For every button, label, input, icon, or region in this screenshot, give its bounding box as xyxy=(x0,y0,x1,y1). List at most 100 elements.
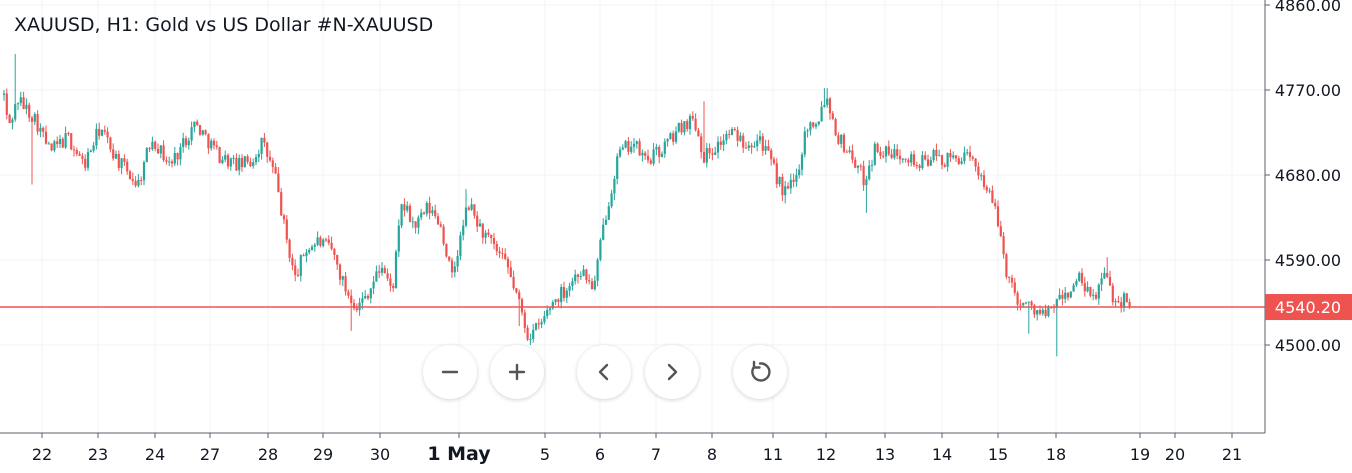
candle-down xyxy=(246,156,249,162)
candle-up xyxy=(618,149,622,157)
candle-down xyxy=(319,237,322,246)
candle-down xyxy=(1044,309,1047,317)
candle-down xyxy=(389,278,392,286)
candle-down xyxy=(971,156,974,159)
candle-up xyxy=(764,146,767,151)
candle-down xyxy=(81,155,84,159)
zoom-in-button[interactable] xyxy=(490,345,544,399)
candle-down xyxy=(448,256,451,261)
candle-up xyxy=(910,154,913,163)
candle-down xyxy=(439,224,442,227)
candle-down xyxy=(585,269,588,281)
candle-down xyxy=(436,216,440,225)
candle-up xyxy=(173,152,176,164)
scroll-right-button[interactable] xyxy=(645,345,699,399)
x-tick-label: 28 xyxy=(258,445,278,464)
candle-up xyxy=(963,152,966,162)
candle-down xyxy=(344,276,347,292)
chevron-right-icon xyxy=(667,363,678,381)
candle-up xyxy=(809,122,812,131)
candle-up xyxy=(364,295,367,299)
candle-up xyxy=(624,141,627,148)
candle-up xyxy=(456,256,459,267)
candle-down xyxy=(170,161,174,164)
candle-down xyxy=(476,215,479,227)
candle-up xyxy=(616,156,619,179)
candle-down xyxy=(943,164,946,167)
candle-up xyxy=(187,140,190,146)
candle-down xyxy=(285,219,288,240)
candle-up xyxy=(310,246,314,251)
candle-up xyxy=(621,147,624,150)
candle-up xyxy=(159,145,162,154)
reset-chart-button[interactable] xyxy=(733,345,787,399)
candle-down xyxy=(775,163,778,185)
candle-down xyxy=(366,295,370,299)
candle-up xyxy=(411,221,414,223)
candle-down xyxy=(649,160,652,164)
x-tick-label: 22 xyxy=(32,445,52,464)
candle-up xyxy=(705,148,708,163)
candle-up xyxy=(462,225,465,236)
candle-down xyxy=(61,138,64,148)
candle-down xyxy=(109,137,112,150)
candle-up xyxy=(960,161,963,164)
candle-down xyxy=(697,130,700,137)
candle-down xyxy=(954,155,958,159)
candle-up xyxy=(11,119,14,123)
candle-up xyxy=(14,104,17,120)
x-tick-label: 8 xyxy=(707,445,717,464)
candle-down xyxy=(876,143,879,152)
candle-up xyxy=(151,141,154,150)
candle-up xyxy=(747,145,750,149)
candle-down xyxy=(694,118,697,131)
x-tick-label: 7 xyxy=(651,445,661,464)
candle-down xyxy=(403,204,406,211)
current-price-tag-bg xyxy=(1265,294,1352,321)
candle-down xyxy=(1111,285,1114,303)
candle-up xyxy=(305,252,308,257)
candle-down xyxy=(772,159,776,164)
candle-down xyxy=(44,131,48,144)
reset-icon xyxy=(751,360,771,382)
candle-up xyxy=(201,130,204,135)
candle-up xyxy=(551,302,554,309)
candle-up xyxy=(789,179,792,189)
candle-up xyxy=(893,149,896,158)
minus-icon xyxy=(441,370,459,374)
candle-up xyxy=(756,140,759,147)
candle-up xyxy=(1075,280,1078,286)
zoom-out-button[interactable] xyxy=(423,345,477,399)
candle-up xyxy=(677,122,680,132)
x-tick-label: 19 xyxy=(1130,445,1150,464)
candle-down xyxy=(327,239,330,243)
candle-down xyxy=(280,192,283,216)
candle-down xyxy=(330,242,333,249)
candle-up xyxy=(406,205,409,211)
candle-down xyxy=(408,205,412,222)
candle-up xyxy=(53,141,56,151)
candle-up xyxy=(784,186,787,196)
candle-up xyxy=(635,141,638,144)
candle-down xyxy=(148,148,151,150)
candle-up xyxy=(725,133,728,141)
candle-down xyxy=(352,302,356,309)
candle-down xyxy=(935,149,938,156)
candle-down xyxy=(851,150,854,160)
candle-up xyxy=(1058,294,1061,300)
candle-down xyxy=(490,234,493,239)
candle-down xyxy=(1019,304,1022,306)
candle-down xyxy=(504,253,507,259)
candle-down xyxy=(84,158,87,168)
candle-up xyxy=(814,124,818,127)
candle-down xyxy=(1033,305,1036,315)
candle-up xyxy=(417,217,420,228)
candle-up xyxy=(660,153,664,157)
candle-up xyxy=(470,204,473,210)
candle-down xyxy=(733,128,736,131)
candle-down xyxy=(882,155,885,157)
candle-up xyxy=(856,165,860,168)
scroll-left-button[interactable] xyxy=(577,345,631,399)
candle-down xyxy=(392,285,395,289)
